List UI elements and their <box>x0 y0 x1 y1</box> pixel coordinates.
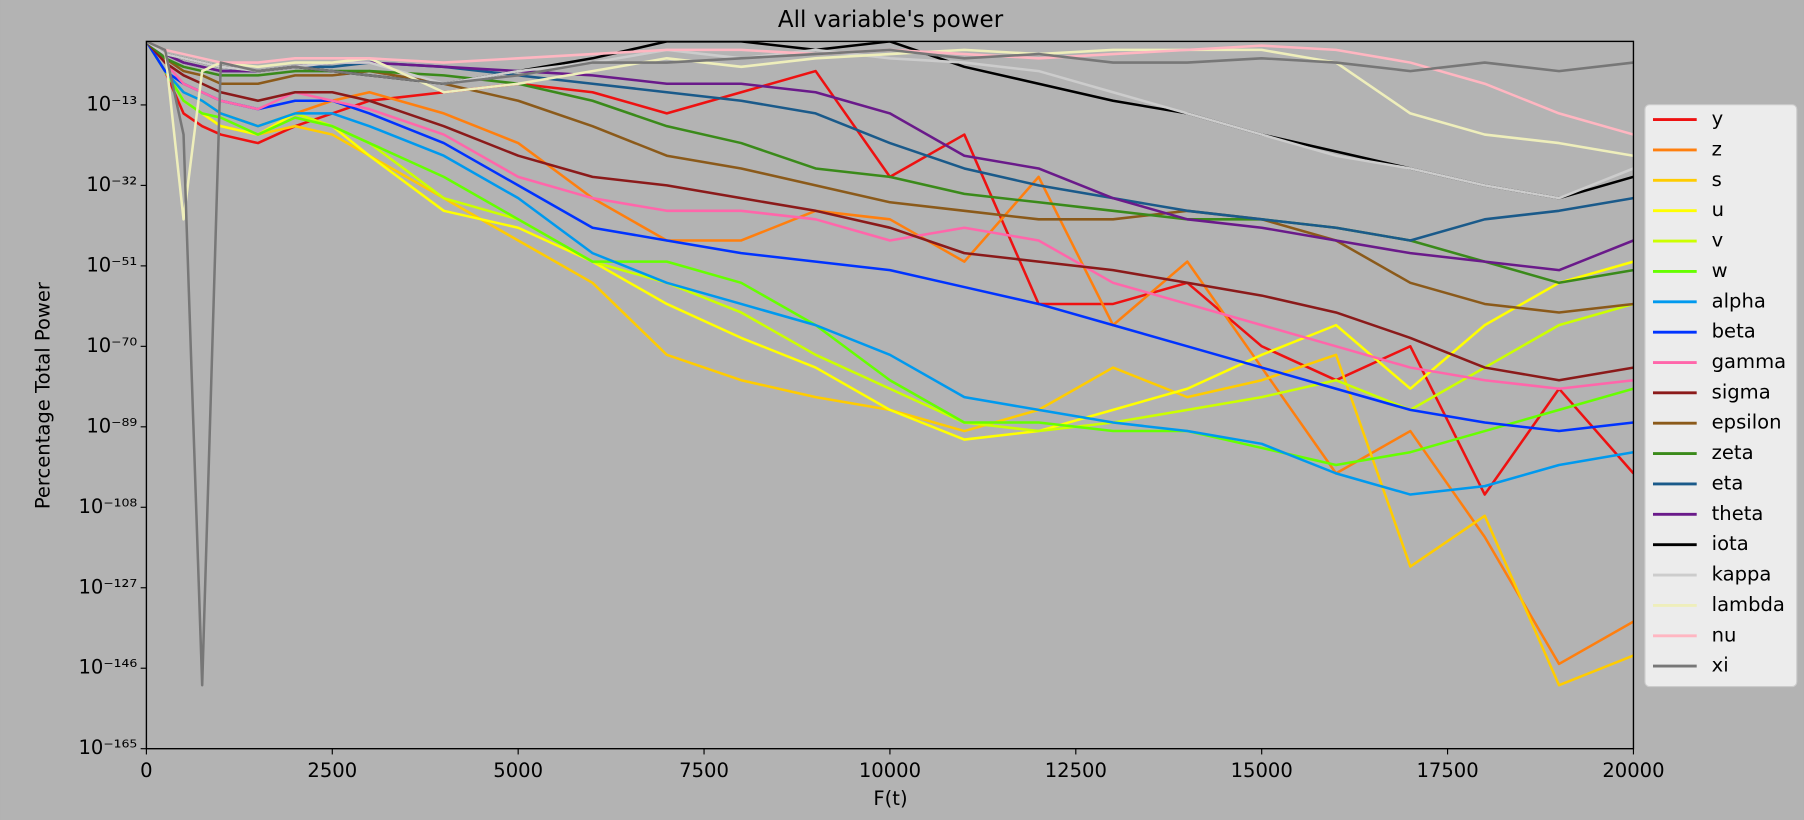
series-line <box>146 41 1634 314</box>
legend-label: zeta <box>1712 441 1754 464</box>
legend-label: beta <box>1712 320 1756 343</box>
series-line <box>146 41 1634 200</box>
legend-label: s <box>1712 168 1722 191</box>
legend-box <box>1644 104 1798 688</box>
legend-label: lambda <box>1712 593 1785 616</box>
legend-label: sigma <box>1712 380 1771 403</box>
x-tick-label: 10000 <box>859 759 921 782</box>
y-tick-label: 10⁻¹²⁷ <box>79 575 138 598</box>
legend-label: y <box>1712 107 1724 130</box>
legend-label: epsilon <box>1712 411 1782 434</box>
series-line <box>146 41 1634 496</box>
x-tick-label: 5000 <box>493 759 543 782</box>
x-tick-label: 15000 <box>1231 759 1293 782</box>
y-tick-label: 10⁻⁷⁰ <box>86 334 137 357</box>
legend-label: v <box>1712 229 1724 252</box>
x-tick-label: 12500 <box>1045 759 1107 782</box>
x-tick-label: 17500 <box>1416 759 1478 782</box>
x-tick-label: 20000 <box>1602 759 1664 782</box>
legend-label: u <box>1712 198 1724 221</box>
series-line <box>146 41 1634 467</box>
legend-label: xi <box>1712 654 1729 677</box>
legend-label: iota <box>1712 532 1749 555</box>
series-line <box>146 41 1634 382</box>
chart-title: All variable's power <box>778 7 1004 33</box>
legend-label: z <box>1712 137 1722 160</box>
y-tick-label: 10⁻¹⁴⁶ <box>79 656 138 679</box>
y-tick-label: 10⁻¹⁶⁵ <box>79 736 138 759</box>
series-line <box>146 41 1634 441</box>
legend-label: eta <box>1712 471 1744 494</box>
legend-label: alpha <box>1712 289 1766 312</box>
series-line <box>146 41 1634 390</box>
legend-label: theta <box>1712 502 1764 525</box>
series-line <box>146 41 1634 496</box>
series-line <box>146 41 1634 136</box>
y-tick-label: 10⁻³² <box>86 173 137 196</box>
legend-label: w <box>1712 259 1728 282</box>
y-tick-label: 10⁻¹³ <box>86 92 137 115</box>
series-line <box>146 41 1634 272</box>
y-tick-label: 10⁻⁵¹ <box>86 253 137 276</box>
legend-label: nu <box>1712 623 1737 646</box>
y-tick-label: 10⁻⁸⁹ <box>86 414 137 437</box>
y-axis-label: Percentage Total Power <box>32 281 55 509</box>
series-line <box>146 41 1634 687</box>
x-tick-label: 0 <box>140 759 152 782</box>
plot-lines <box>146 41 1634 687</box>
legend-label: gamma <box>1712 350 1786 373</box>
x-tick-label: 2500 <box>307 759 357 782</box>
x-axis-label: F(t) <box>873 787 907 810</box>
legend-label: kappa <box>1712 563 1772 586</box>
x-tick-label: 7500 <box>679 759 729 782</box>
y-tick-label: 10⁻¹⁰⁸ <box>79 495 138 518</box>
